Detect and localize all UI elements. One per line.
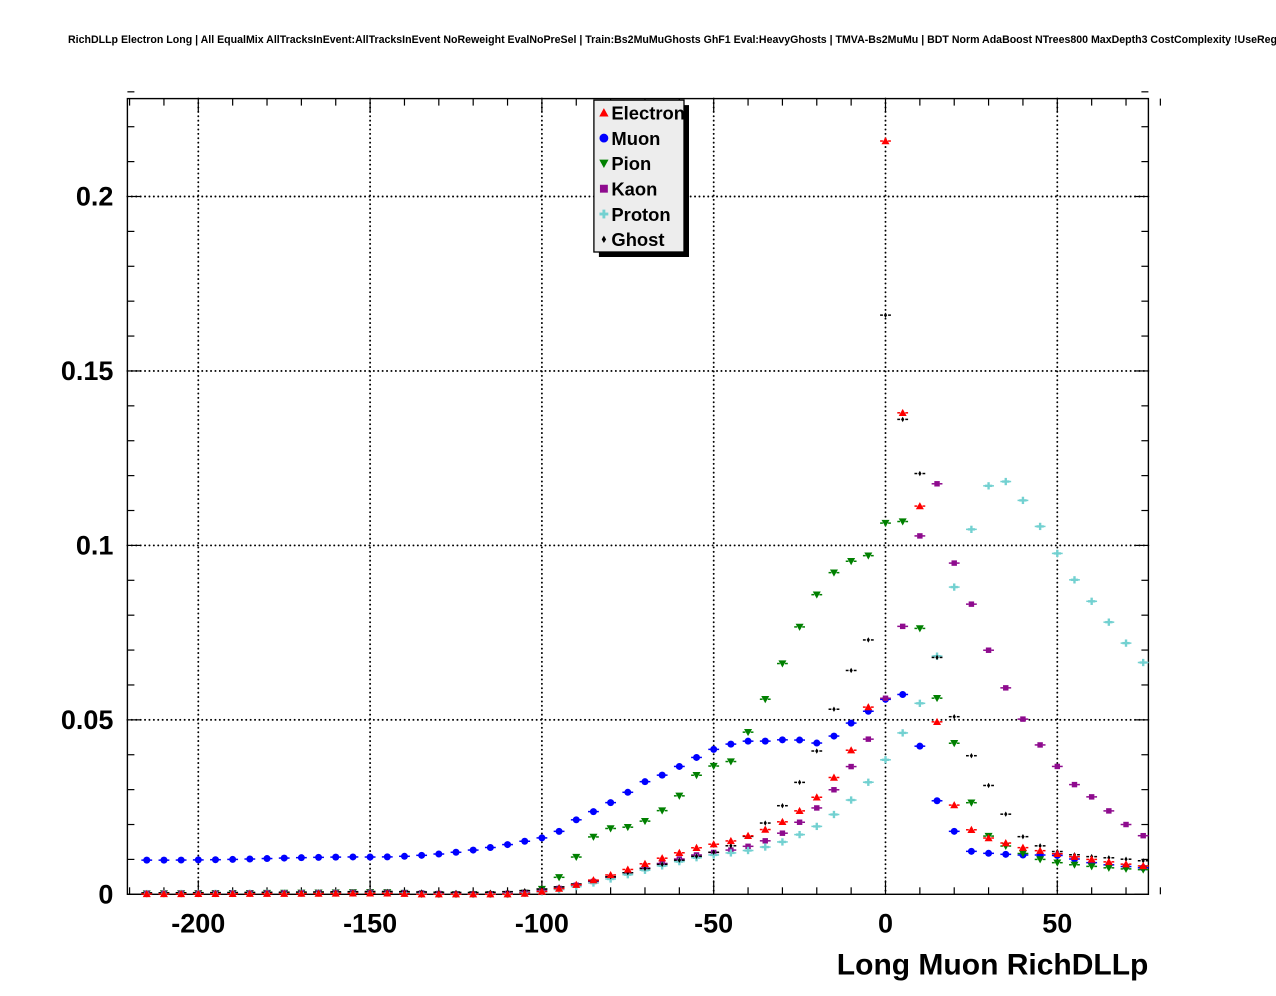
svg-text:Ghost: Ghost	[611, 229, 664, 250]
svg-text:50: 50	[1042, 908, 1072, 938]
svg-text:-100: -100	[515, 908, 569, 938]
svg-text:Long Muon RichDLLp: Long Muon RichDLLp	[837, 948, 1149, 981]
svg-text:Kaon: Kaon	[611, 179, 657, 200]
svg-text:Muon: Muon	[611, 128, 660, 149]
svg-text:0: 0	[878, 908, 893, 938]
svg-text:-50: -50	[694, 908, 733, 938]
svg-text:Pion: Pion	[611, 153, 651, 174]
svg-text:Proton: Proton	[611, 204, 670, 225]
svg-text:0.1: 0.1	[76, 530, 114, 560]
svg-text:0.15: 0.15	[61, 356, 114, 386]
svg-text:-200: -200	[171, 908, 225, 938]
svg-text:0.2: 0.2	[76, 182, 114, 212]
svg-text:Electron: Electron	[611, 103, 685, 124]
svg-text:0: 0	[98, 879, 113, 909]
svg-text:-150: -150	[343, 908, 397, 938]
svg-text:0.05: 0.05	[61, 705, 114, 735]
